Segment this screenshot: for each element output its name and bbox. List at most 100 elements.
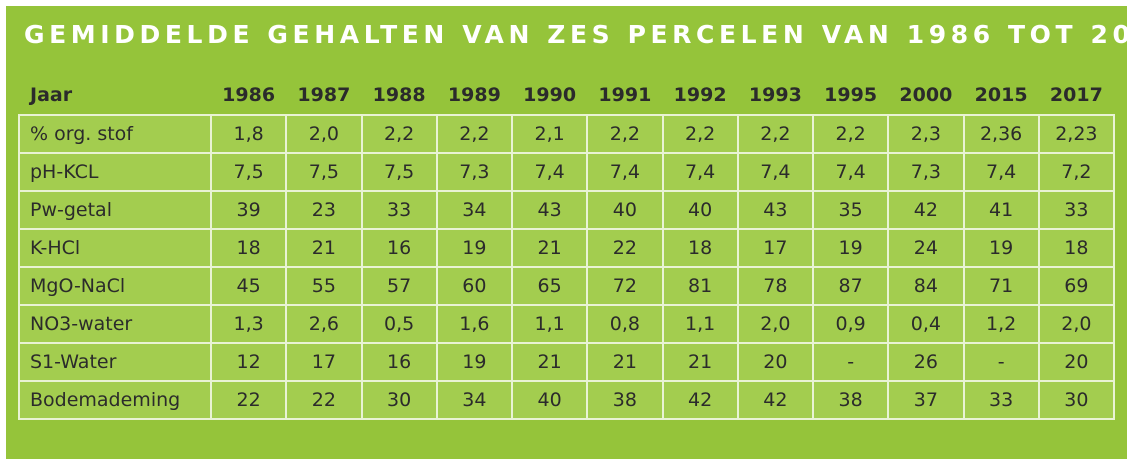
table-cell: 81 (661, 266, 739, 306)
row-label: S1-Water (18, 342, 212, 382)
table-cell: 21 (661, 342, 739, 382)
table-cell: 17 (736, 228, 815, 268)
table-cell: 71 (962, 266, 1040, 306)
table-cell: 19 (962, 228, 1040, 268)
table-cell: 2,36 (962, 114, 1040, 154)
row-label: Pw-getal (18, 190, 212, 230)
table-row: Bodemademing 22 22 30 34 40 38 42 42 38 37 33 30 (18, 380, 1116, 420)
table-cell: 24 (887, 228, 965, 268)
table-cell: 38 (811, 380, 890, 420)
table-cell: 2,2 (736, 114, 815, 154)
table-title: GEMIDDELDE GEHALTEN VAN ZES PERCELEN VAN… (24, 20, 1133, 49)
table-cell: 45 (209, 266, 288, 306)
table-cell: 21 (285, 228, 363, 268)
table-cell: 20 (736, 342, 815, 382)
table-cell: 22 (285, 380, 363, 420)
table-cell: 39 (209, 190, 288, 230)
table-cell: 72 (586, 266, 664, 306)
table-cell: 18 (209, 228, 288, 268)
table-cell: 7,5 (360, 152, 438, 192)
table-row: pH-KCL 7,5 7,5 7,5 7,3 7,4 7,4 7,4 7,4 7,4 7,3 7,4 7… (18, 152, 1116, 192)
table-cell: - (962, 342, 1040, 382)
table-row: S1-Water 12 17 16 19 21 21 21 20-26-20 (18, 342, 1116, 382)
table-cell: 78 (736, 266, 815, 306)
table-cell: 40 (510, 380, 589, 420)
table-cell: 33 (1037, 190, 1116, 230)
table-cell: 2,1 (510, 114, 589, 154)
data-table: Jaar 1986 1987 1988 1989 1990 1991 1992 1993 1995… (18, 76, 1116, 420)
table-cell: 23 (285, 190, 363, 230)
table-cell: 0,5 (360, 304, 438, 344)
table-cell: 7,4 (811, 152, 890, 192)
table-cell: 7,4 (736, 152, 815, 192)
table-cell: 7,4 (962, 152, 1040, 192)
table-cell: 1,6 (435, 304, 514, 344)
header-cell: 1990 (510, 76, 589, 116)
row-label: MgO-NaCl (18, 266, 212, 306)
table-cell: 16 (360, 228, 438, 268)
table-row: NO3-water 1,3 2,6 0,5 1,6 1,1 0,8 1,1 2,0 0,9 0,4 1… (18, 304, 1116, 344)
table-cell: 7,3 (435, 152, 514, 192)
header-row: Jaar 1986 1987 1988 1989 1990 1991 1992 1993 1995… (18, 76, 1116, 116)
table-cell: - (811, 342, 890, 382)
table-cell: 84 (887, 266, 965, 306)
table-cell: 42 (736, 380, 815, 420)
table-cell: 57 (360, 266, 438, 306)
table-cell: 2,0 (285, 114, 363, 154)
table-cell: 41 (962, 190, 1040, 230)
header-cell: 2000 (887, 76, 965, 116)
table-cell: 21 (510, 228, 589, 268)
table-cell: 7,5 (285, 152, 363, 192)
panel: GEMIDDELDE GEHALTEN VAN ZES PERCELEN VAN… (6, 6, 1133, 459)
table-cell: 43 (510, 190, 589, 230)
table-cell: 33 (962, 380, 1040, 420)
table-cell: 38 (586, 380, 664, 420)
table-cell: 1,2 (962, 304, 1040, 344)
table-cell: 69 (1037, 266, 1116, 306)
table-cell: 34 (435, 190, 514, 230)
table-cell: 26 (887, 342, 965, 382)
table-cell: 40 (586, 190, 664, 230)
header-cell: 1989 (435, 76, 514, 116)
table-row: K-HCl 18 21 16 19 21 22 18 17 19 24 19 18 (18, 228, 1116, 268)
row-label: K-HCl (18, 228, 212, 268)
table-cell: 30 (360, 380, 438, 420)
header-cell: 1988 (360, 76, 438, 116)
table-cell: 7,4 (661, 152, 739, 192)
table-cell: 0,8 (586, 304, 664, 344)
table-row: Pw-getal 39 23 33 34 43 40 40 43 35 42 41 33 (18, 190, 1116, 230)
table-cell: 17 (285, 342, 363, 382)
header-cell: 2017 (1037, 76, 1116, 116)
table-cell: 60 (435, 266, 514, 306)
table-cell: 19 (435, 342, 514, 382)
table-cell: 2,2 (811, 114, 890, 154)
table-row: MgO-NaCl 45 55 57 60 65 72 81 78 87 84 71 69 (18, 266, 1116, 306)
table-cell: 7,4 (586, 152, 664, 192)
header-cell: 1995 (811, 76, 890, 116)
table-cell: 43 (736, 190, 815, 230)
row-label: NO3-water (18, 304, 212, 344)
table-cell: 34 (435, 380, 514, 420)
table-cell: 2,2 (661, 114, 739, 154)
table-cell: 1,1 (510, 304, 589, 344)
table-cell: 7,2 (1037, 152, 1116, 192)
table-cell: 1,8 (209, 114, 288, 154)
table-cell: 87 (811, 266, 890, 306)
table-cell: 7,3 (887, 152, 965, 192)
table-cell: 18 (661, 228, 739, 268)
table-cell: 22 (209, 380, 288, 420)
table-cell: 1,3 (209, 304, 288, 344)
table-cell: 16 (360, 342, 438, 382)
table-cell: 30 (1037, 380, 1116, 420)
table-cell: 19 (811, 228, 890, 268)
table-cell: 42 (887, 190, 965, 230)
table-cell: 42 (661, 380, 739, 420)
table-cell: 7,4 (510, 152, 589, 192)
table-cell: 2,2 (360, 114, 438, 154)
header-cell: Jaar (18, 76, 212, 116)
header-cell: 1993 (736, 76, 815, 116)
header-cell: 1987 (285, 76, 363, 116)
table-cell: 37 (887, 380, 965, 420)
table-cell: 18 (1037, 228, 1116, 268)
